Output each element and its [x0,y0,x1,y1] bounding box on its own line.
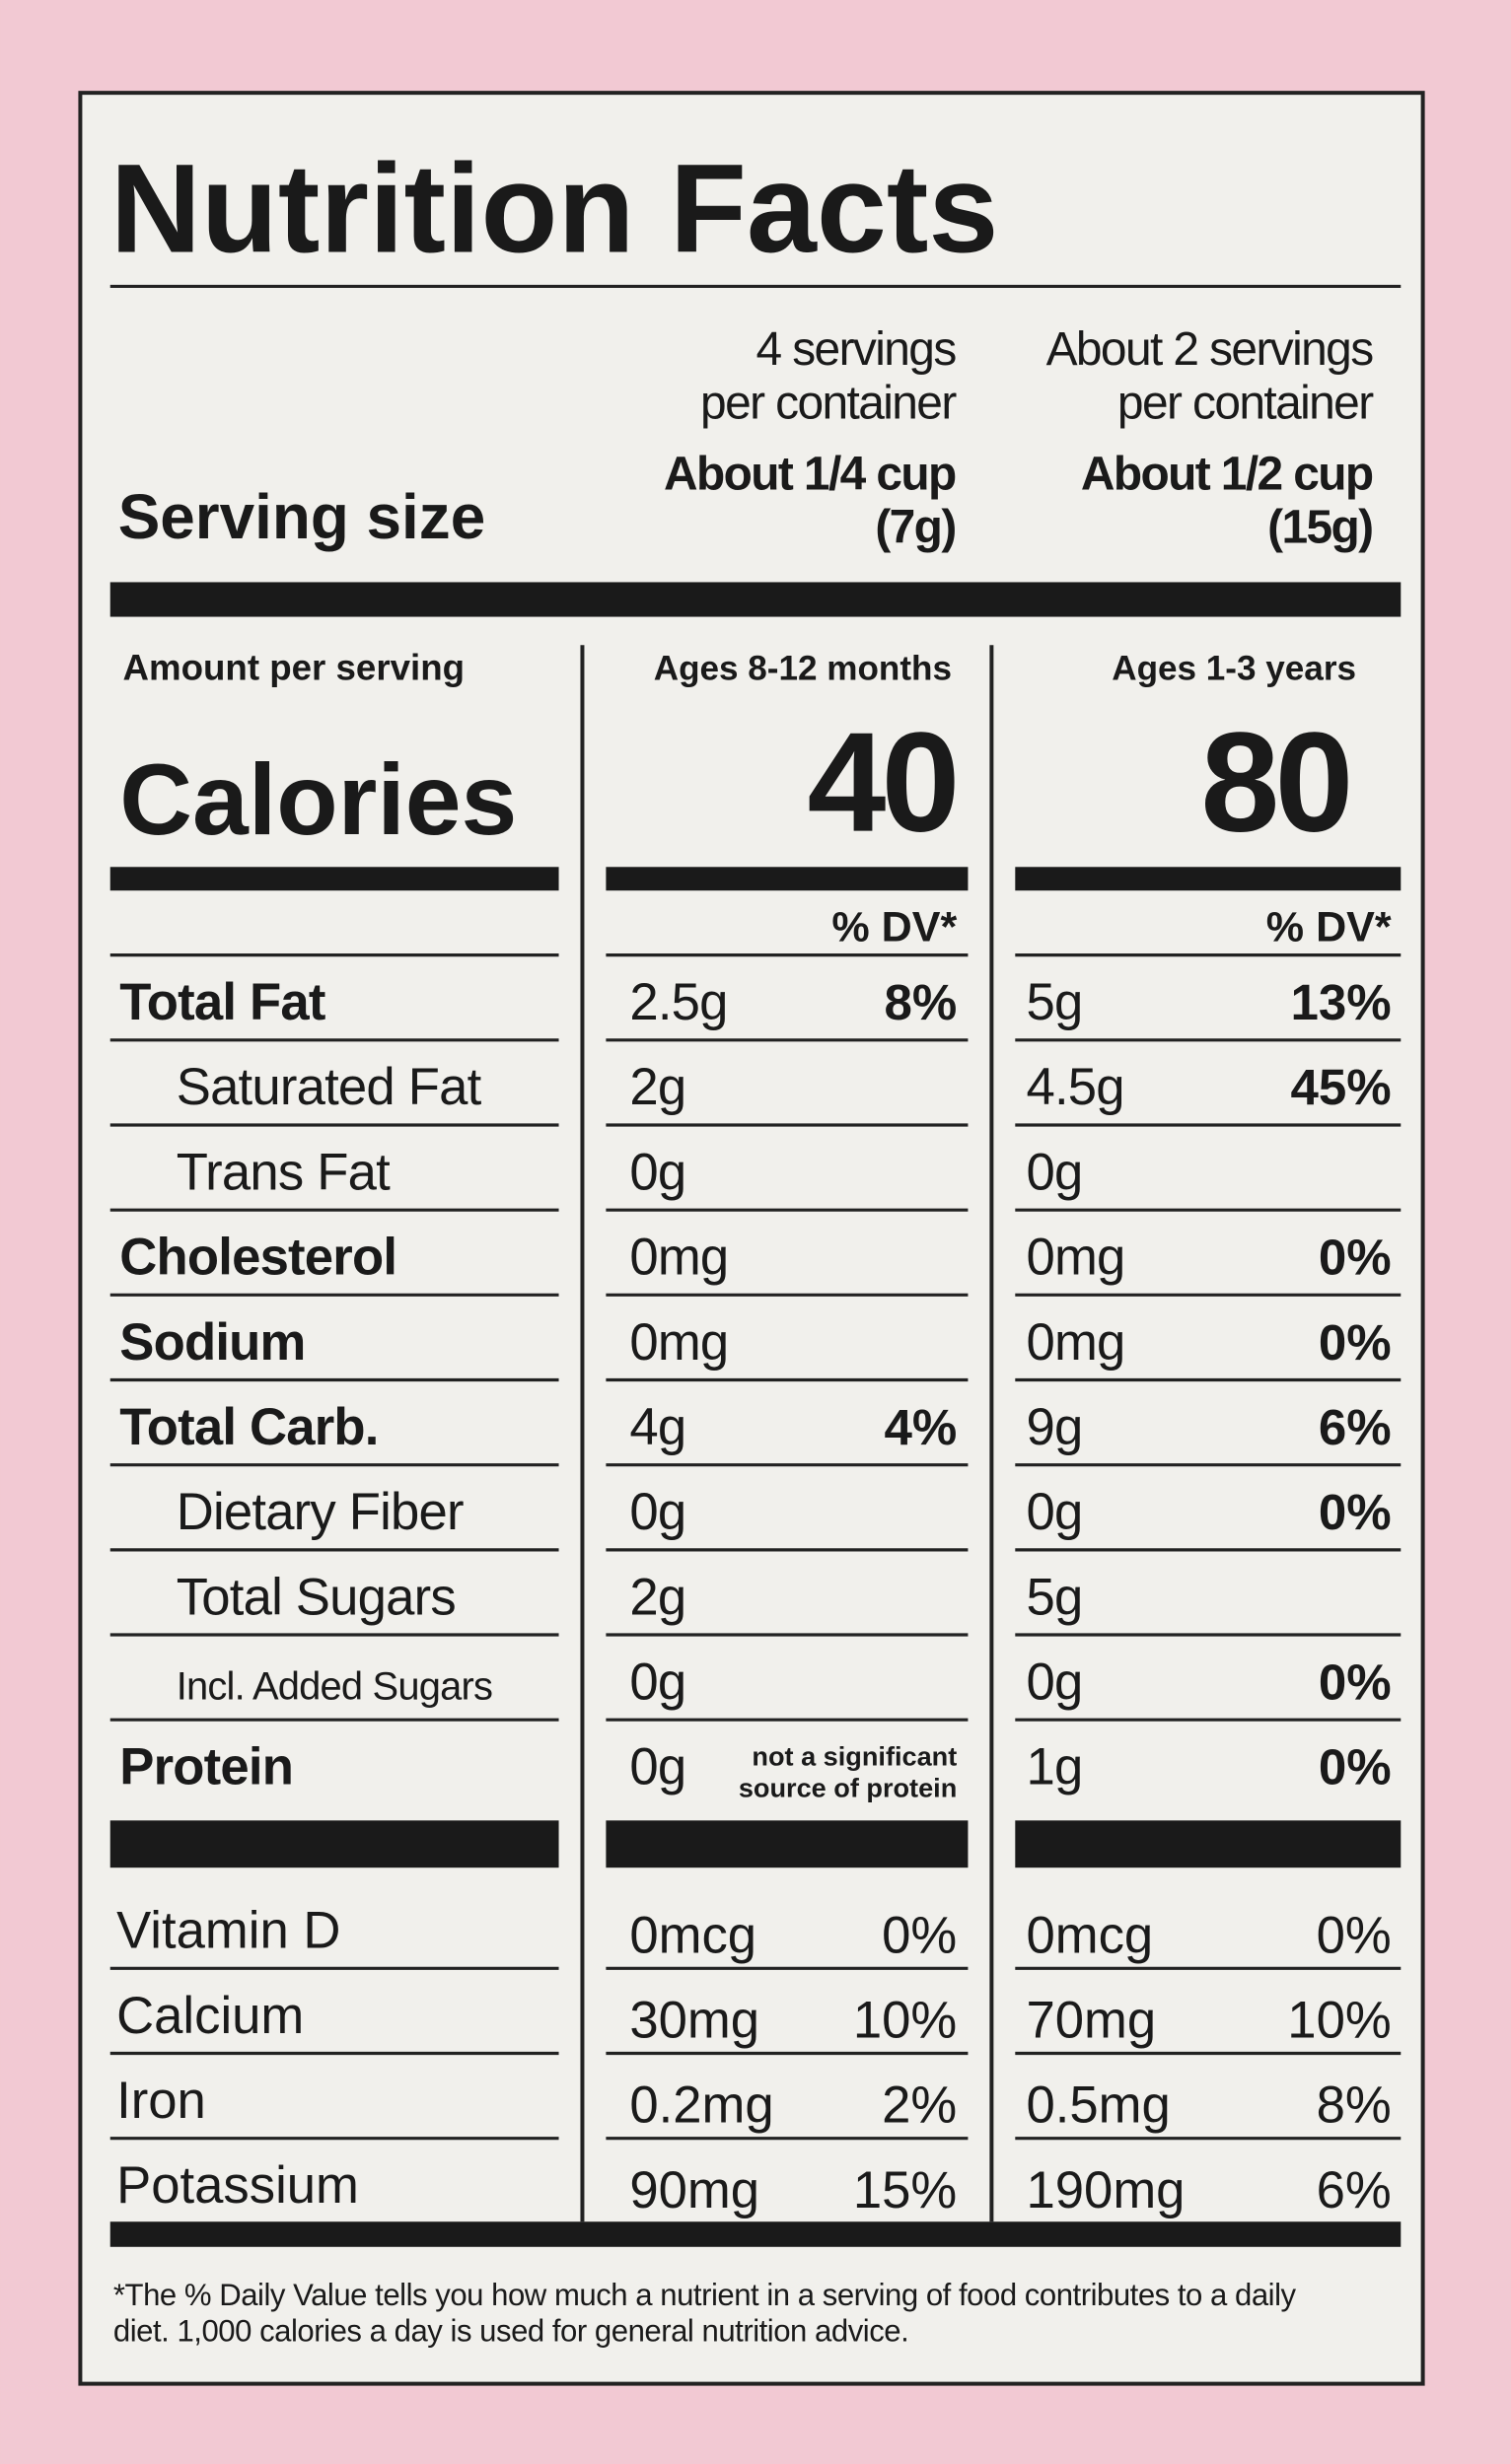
amount: 0mg [629,1229,728,1287]
nutrient-name: Incl. Added Sugars [177,1664,492,1708]
amount: 5g [1026,1568,1082,1626]
thick-bar [1015,1820,1402,1868]
daily-value: 0% [1319,1654,1392,1710]
amount: 0mg [1026,1229,1124,1287]
daily-value: 0% [1317,1906,1392,1964]
amount: 0g [1026,1483,1082,1541]
nutrient-name: Trans Fat [177,1143,391,1201]
nutrient-name: Saturated Fat [177,1058,482,1116]
vitamin-name: Vitamin D [116,1902,340,1960]
nutrient-name: Cholesterol [119,1229,396,1287]
serving-size: About 1/2 cup [1081,448,1373,500]
nutrient-name: Total Carb. [119,1398,378,1456]
amount: 2g [629,1568,685,1626]
amount: 0mg [629,1313,728,1372]
amount: 0g [629,1738,685,1796]
daily-value: 8% [884,974,957,1030]
amount: 0mg [1026,1313,1124,1372]
amount: 9g [1026,1398,1082,1456]
age-group: Ages 8-12 months [654,649,952,687]
amount: 0g [629,1143,685,1201]
nutrient-name: Total Sugars [177,1568,456,1626]
nutrient-name: Protein [119,1738,293,1796]
dv-header: % DV* [1266,903,1392,950]
amount: 0g [1026,1143,1082,1201]
amount: 0g [629,1483,685,1541]
amount: 0mcg [1026,1906,1153,1964]
daily-value: 13% [1291,974,1392,1030]
nutrient-name: Total Fat [119,973,325,1031]
calories: 80 [1200,704,1348,862]
amount: 30mg [629,1992,759,2050]
daily-value: 10% [853,1992,957,2050]
dv-header: % DV* [831,903,957,950]
amount: 2.5g [629,973,727,1031]
footnote: diet. 1,000 calories a day is used for g… [113,2314,908,2349]
amount: 0g [1026,1653,1082,1711]
vitamin-name: Potassium [116,2156,359,2215]
daily-value: 0% [1319,1314,1392,1371]
servings-per-container: per container [1117,377,1374,429]
daily-value: 6% [1317,2161,1392,2219]
serving-size-label: Serving size [118,481,486,552]
serving-size: (7g) [875,502,955,554]
daily-value: 0% [1319,1739,1392,1795]
nutrient-name: Dietary Fiber [177,1483,464,1541]
thick-bar [109,1820,559,1868]
amount: 0mcg [629,1906,756,1964]
daily-value: 0% [1319,1230,1392,1286]
footnote: *The % Daily Value tells you how much a … [113,2278,1297,2312]
amount: 90mg [629,2161,759,2219]
amount: 4.5g [1026,1058,1123,1116]
daily-value: 0% [1319,1484,1392,1540]
thick-bar [606,867,969,891]
amount: 190mg [1026,2161,1185,2219]
daily-value: 8% [1317,2077,1392,2135]
amount: 4g [629,1398,685,1456]
panel [78,91,1425,2386]
daily-value: 4% [884,1399,957,1455]
amount-per-serving: Amount per serving [122,647,465,687]
thick-bar [109,2221,1402,2247]
servings-per-container: About 2 servings [1046,323,1374,376]
servings-per-container: 4 servings [756,323,956,376]
vitamin-name: Iron [116,2072,206,2130]
thick-bar [109,867,559,891]
dv-note: source of protein [739,1772,957,1802]
thick-bar [109,582,1402,617]
serving-size: (15g) [1267,502,1372,554]
amount: 0g [629,1653,685,1711]
vitamin-name: Calcium [116,1987,304,2045]
age-group: Ages 1-3 years [1112,649,1356,687]
title: Nutrition Facts [110,138,999,279]
thick-bar [606,1820,969,1868]
nutrient-name: Sodium [119,1313,305,1372]
amount: 0.5mg [1026,2077,1170,2135]
amount: 2g [629,1058,685,1116]
daily-value: 15% [853,2161,957,2219]
serving-size: About 1/4 cup [664,448,956,500]
daily-value: 10% [1287,1992,1391,2050]
thick-bar [1015,867,1402,891]
amount: 0.2mg [629,2077,773,2135]
daily-value: 45% [1291,1059,1392,1115]
servings-per-container: per container [700,377,957,429]
dv-note: not a significant [752,1740,957,1771]
calories-label: Calories [119,743,517,856]
amount: 70mg [1026,1992,1156,2050]
daily-value: 0% [882,1906,957,1964]
amount: 1g [1026,1738,1082,1796]
calories: 40 [807,704,955,862]
daily-value: 2% [882,2077,957,2135]
daily-value: 6% [1319,1399,1392,1455]
amount: 5g [1026,973,1082,1031]
